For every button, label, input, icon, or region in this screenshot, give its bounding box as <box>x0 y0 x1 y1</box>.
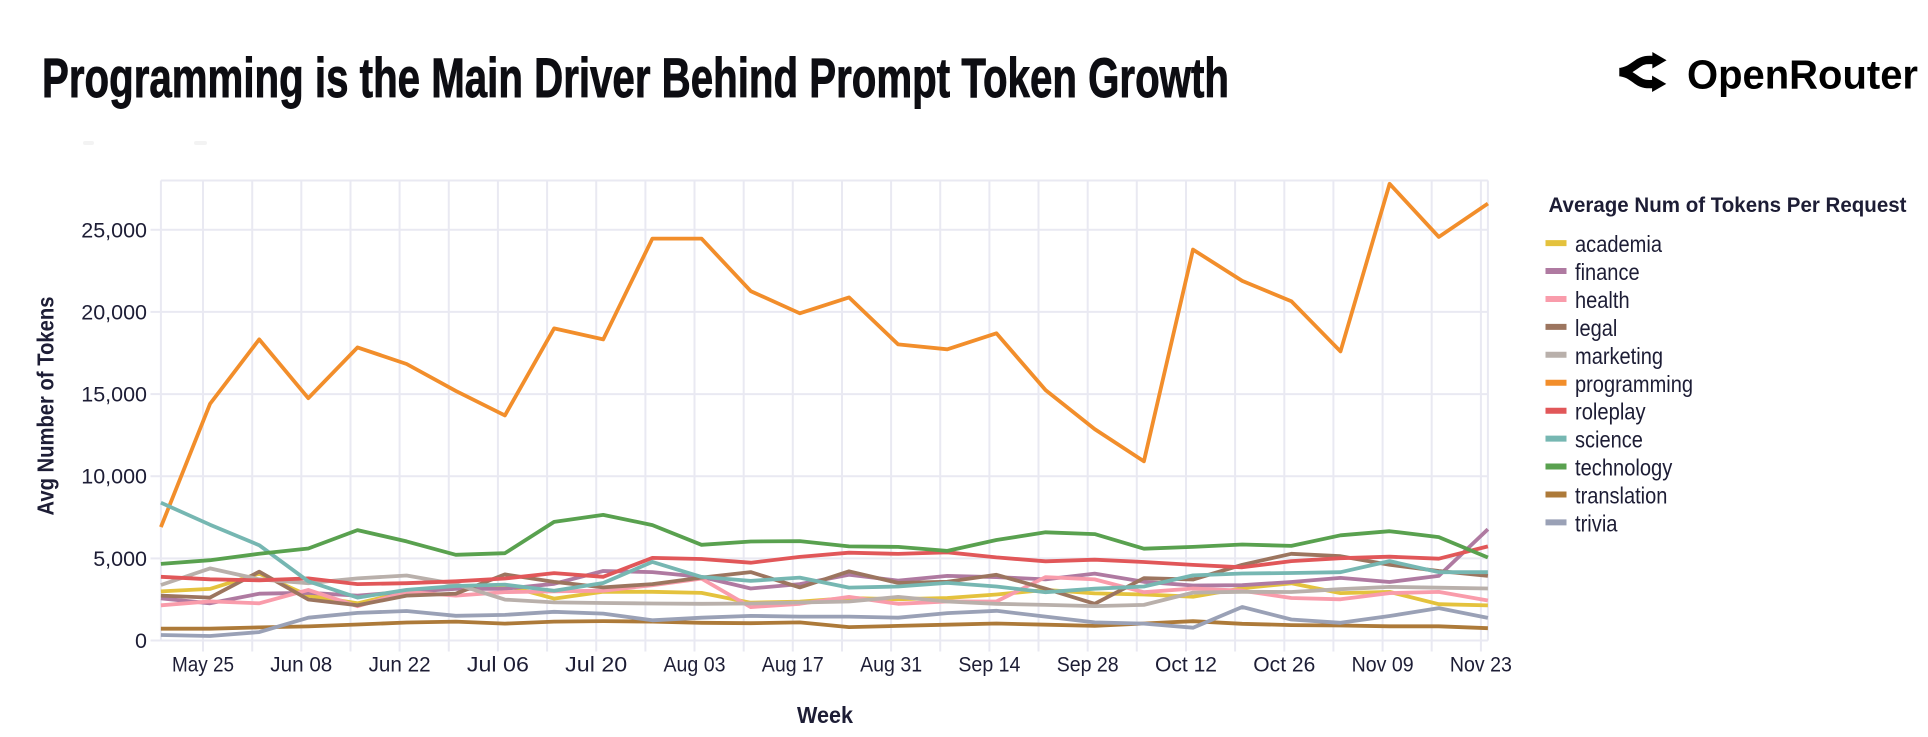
svg-text:Week: Week <box>797 702 853 728</box>
svg-text:10,000: 10,000 <box>81 465 147 489</box>
svg-text:25,000: 25,000 <box>81 218 147 242</box>
svg-text:Aug 31: Aug 31 <box>860 653 922 677</box>
svg-text:Nov 23: Nov 23 <box>1450 653 1512 677</box>
svg-text:Jul 20: Jul 20 <box>565 653 627 677</box>
svg-text:Sep 28: Sep 28 <box>1057 653 1119 677</box>
svg-text:Aug 17: Aug 17 <box>762 653 824 677</box>
svg-text:5,000: 5,000 <box>93 547 147 571</box>
svg-text:OpenRouter: OpenRouter <box>1687 52 1918 98</box>
svg-text:15,000: 15,000 <box>81 383 147 407</box>
svg-text:May 25: May 25 <box>172 653 234 677</box>
svg-text:Programming is the Main Driver: Programming is the Main Driver Behind Pr… <box>42 46 1229 109</box>
svg-text:roleplay: roleplay <box>1575 399 1646 425</box>
svg-text:0: 0 <box>135 629 147 653</box>
svg-text:academia: academia <box>1575 231 1662 257</box>
svg-text:Avg Number of Tokens: Avg Number of Tokens <box>33 297 59 516</box>
svg-text:translation: translation <box>1575 483 1667 509</box>
svg-text:trivia: trivia <box>1575 510 1618 536</box>
svg-text:Oct 12: Oct 12 <box>1155 653 1217 677</box>
svg-text:programming: programming <box>1575 371 1693 397</box>
svg-text:finance: finance <box>1575 259 1640 285</box>
svg-text:Oct 26: Oct 26 <box>1253 653 1315 677</box>
svg-text:legal: legal <box>1575 315 1617 341</box>
svg-text:technology: technology <box>1575 455 1673 481</box>
svg-text:marketing: marketing <box>1575 343 1663 369</box>
svg-text:Nov 09: Nov 09 <box>1352 653 1414 677</box>
svg-text:Aug 03: Aug 03 <box>664 653 726 677</box>
svg-text:20,000: 20,000 <box>81 300 147 324</box>
svg-text:Jul 06: Jul 06 <box>467 653 529 677</box>
svg-text:science: science <box>1575 427 1643 453</box>
svg-text:health: health <box>1575 287 1630 313</box>
svg-text:Average Num of Tokens Per Requ: Average Num of Tokens Per Request <box>1549 193 1907 217</box>
svg-text:Jun 22: Jun 22 <box>369 653 431 677</box>
svg-text:Jun 08: Jun 08 <box>270 653 332 677</box>
svg-text:Sep 14: Sep 14 <box>958 653 1020 677</box>
